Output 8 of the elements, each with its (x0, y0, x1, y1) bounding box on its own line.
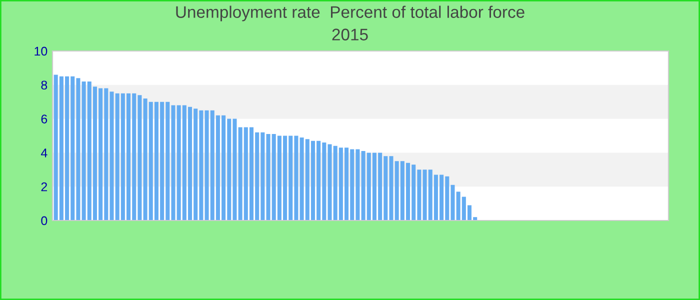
y-tick-label: 6 (41, 114, 48, 124)
y-tick-label: 8 (41, 80, 48, 90)
y-tick-label: 4 (40, 148, 48, 158)
chart-title: Unemployment rate Percent of total labor force (176, 6, 524, 22)
chart-subtitle: 2015 (332, 28, 368, 40)
y-tick-label: 2 (41, 182, 48, 192)
y-tick-label: 10 (34, 46, 48, 56)
y-tick-label: 0 (41, 216, 48, 226)
